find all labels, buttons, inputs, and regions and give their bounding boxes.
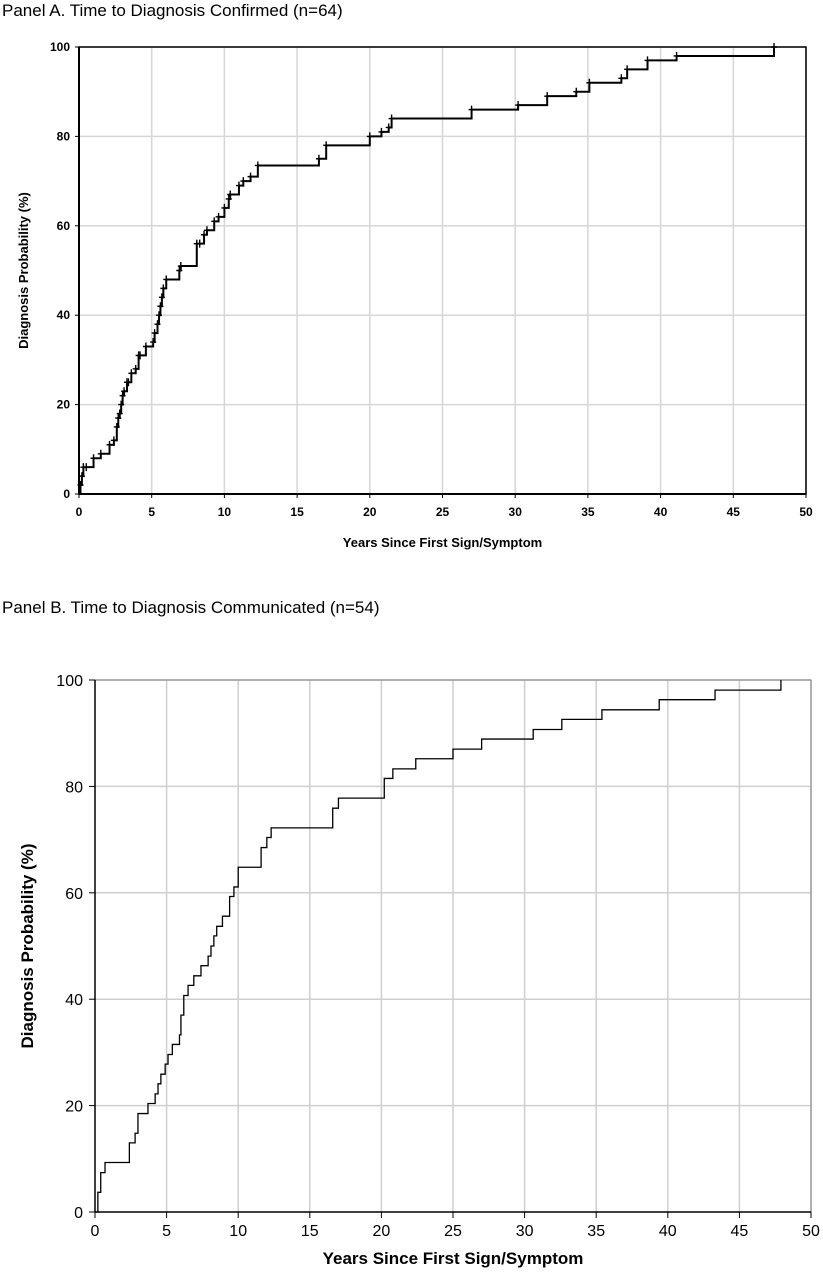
panel-a-chart: 0 5 10 15 20 25 30 35 40 45 50 0 20 40 60 80 100 Years Si…	[16, 40, 813, 550]
chart-a-series-0-censor-mark	[573, 87, 580, 96]
chart-a-series-0-censor-mark	[78, 472, 85, 481]
chart-a-series-0-censor-mark	[644, 56, 651, 65]
chart-a-x-tick-label-5: 5	[148, 505, 155, 519]
chart-a-series-0-censor-mark	[315, 154, 322, 163]
chart-a-x-tick-label-40: 40	[654, 505, 668, 519]
chart-a-series-0-censor-mark	[177, 262, 184, 271]
chart-a-series-0-censor-mark	[125, 378, 132, 387]
chart-a-x-tick-label-45: 45	[727, 505, 741, 519]
chart-a-series-0-censor-mark	[116, 409, 123, 418]
chart-a-y-tick-label-40: 40	[57, 308, 71, 322]
chart-a-series-0-censor-mark	[227, 190, 234, 199]
chart-b-y-axis-label: Diagnosis Probability (%)	[18, 844, 37, 1049]
chart-b-y-tick-label-60: 60	[65, 886, 83, 903]
chart-a-series-0-censor-mark	[158, 293, 165, 302]
chart-b-x-tick-label-10: 10	[229, 1223, 247, 1240]
chart-a-series-0-censor-mark	[378, 127, 385, 136]
panel-a-title: Panel A. Time to Diagnosis Confirmed (n=…	[2, 1, 343, 20]
chart-a-series-0-censor-mark	[115, 414, 122, 423]
chart-b-x-tick-label-25: 25	[444, 1223, 462, 1240]
chart-b-x-tick-label-30: 30	[516, 1223, 534, 1240]
chart-a-series-0-censor-mark	[119, 391, 126, 400]
chart-a-series-0-censor-mark	[113, 422, 120, 431]
chart-a-series-0-censor-mark	[235, 181, 242, 190]
chart-a-series-0-censor-mark	[155, 311, 162, 320]
chart-b-x-tick-label-50: 50	[802, 1223, 820, 1240]
chart-b-x-tick-label-15: 15	[301, 1223, 319, 1240]
chart-a-series-0-censor-mark	[142, 342, 149, 351]
chart-b-x-axis-label: Years Since First Sign/Symptom	[323, 1249, 584, 1268]
chart-b-x-tick-label-35: 35	[587, 1223, 605, 1240]
chart-b-y-tick-label-80: 80	[65, 779, 83, 796]
chart-a-series-0-censor-mark	[121, 387, 128, 396]
chart-a-x-tick-label-20: 20	[363, 505, 377, 519]
chart-a-series-0-censor-mark	[366, 132, 373, 141]
chart-a-x-tick-label-50: 50	[799, 505, 813, 519]
chart-b-x-tick-label-5: 5	[162, 1223, 171, 1240]
chart-a-series-0-censor-mark	[586, 78, 593, 87]
chart-a-series-0-censor-mark	[83, 463, 90, 472]
chart-a-series-0-censor-mark	[544, 92, 551, 101]
chart-a-series-0-censor-mark	[163, 275, 170, 284]
chart-a-series-0-censor-mark	[247, 172, 254, 181]
chart-a-series-0-censor-mark	[771, 43, 778, 51]
chart-a-series-0-censor-mark	[110, 436, 117, 445]
chart-a-series-0-censor-mark	[468, 105, 475, 114]
chart-a-y-tick-label-60: 60	[57, 219, 71, 233]
chart-b-y-tick-label-100: 100	[56, 673, 83, 690]
chart-b-y-tick-label-40: 40	[65, 992, 83, 1009]
chart-a-x-tick-label-0: 0	[76, 505, 83, 519]
chart-a-series-0-censor-mark	[118, 400, 125, 409]
chart-a-x-tick-label-30: 30	[509, 505, 523, 519]
chart-a-series-0-censor-mark	[385, 123, 392, 132]
chart-a-series-0-censor-mark	[221, 203, 228, 212]
chart-a-series-0-censor-mark	[624, 65, 631, 74]
chart-a-series-0-censor-mark	[618, 74, 625, 83]
chart-a-x-axis-label: Years Since First Sign/Symptom	[343, 535, 542, 550]
chart-a-x-tick-label-35: 35	[581, 505, 595, 519]
chart-a-y-tick-label-80: 80	[57, 129, 71, 143]
chart-a-series-0-censor-mark	[128, 369, 135, 378]
chart-a-x-tick-label-15: 15	[290, 505, 304, 519]
chart-b-x-tick-label-0: 0	[91, 1223, 100, 1240]
chart-a-series-0-censor-mark	[176, 266, 183, 275]
chart-a-y-tick-label-0: 0	[63, 487, 70, 501]
chart-b-y-tick-label-0: 0	[74, 1205, 83, 1222]
chart-b-y-tick-label-20: 20	[65, 1099, 83, 1116]
chart-a-y-axis-label: Diagnosis Probability (%)	[16, 192, 31, 349]
chart-a-series-0-censor-mark	[240, 177, 247, 186]
chart-b-x-tick-label-20: 20	[373, 1223, 391, 1240]
chart-a-series-0-censor-mark	[225, 194, 232, 203]
panel-b-title: Panel B. Time to Diagnosis Communicated …	[2, 598, 380, 617]
chart-a-y-tick-label-20: 20	[57, 398, 71, 412]
chart-a-series-0-censor-mark	[157, 302, 164, 311]
chart-a-series-0-censor-mark	[90, 454, 97, 463]
chart-a-series-0-censor-mark	[673, 51, 680, 60]
chart-a-series-0-censor-mark	[203, 226, 210, 235]
chart-a-series-0-censor-mark	[211, 217, 218, 226]
chart-a-series-0-censor-mark	[137, 351, 144, 360]
chart-a-x-tick-label-10: 10	[218, 505, 232, 519]
chart-a-series-0-censor-mark	[151, 329, 158, 338]
chart-a-series-0-censor-mark	[323, 141, 330, 150]
chart-a-series-0-censor-mark	[515, 101, 522, 110]
chart-a-series-0-censor-mark	[215, 212, 222, 221]
chart-a-series-0-censor-mark	[201, 230, 208, 239]
chart-a-series-0-censor-mark	[388, 114, 395, 123]
chart-a-x-tick-label-25: 25	[436, 505, 450, 519]
chart-b-x-tick-label-45: 45	[731, 1223, 749, 1240]
chart-a-series-0-censor-mark	[97, 449, 104, 458]
chart-b-x-tick-label-40: 40	[659, 1223, 677, 1240]
chart-b-series-0-line	[95, 680, 782, 1213]
chart-a-series-0-censor-mark	[154, 320, 161, 329]
chart-a-y-tick-label-100: 100	[50, 40, 70, 54]
chart-a-series-0-censor-mark	[254, 161, 261, 170]
chart-a-series-0-censor-mark	[196, 239, 203, 248]
chart-a-series-0-censor-mark	[77, 481, 84, 490]
chart-a-series-0-censor-mark	[160, 284, 167, 293]
chart-a-series-0-censor-mark	[132, 364, 139, 373]
chart-a-series-0-censor-mark	[150, 338, 157, 347]
chart-a-series-0-censor-mark	[106, 440, 113, 449]
